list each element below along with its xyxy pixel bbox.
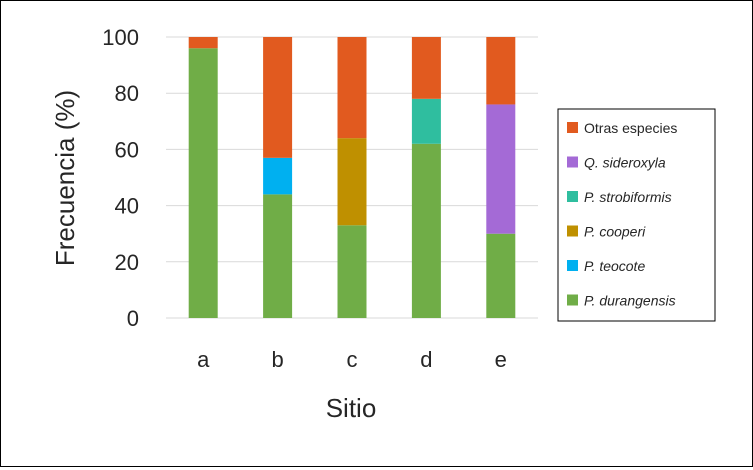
- y-tick-label: 0: [127, 306, 139, 331]
- legend-label: P. cooperi: [584, 224, 646, 240]
- bar-segment: [486, 104, 516, 234]
- y-tick-label: 100: [102, 25, 139, 50]
- x-tick-labels: a b c d e: [197, 347, 507, 372]
- legend-swatch: [567, 260, 578, 271]
- legend-swatch: [567, 156, 578, 168]
- bars: [188, 37, 516, 319]
- bar-segment: [411, 98, 441, 144]
- bar-segment: [188, 48, 218, 319]
- legend-swatch: [567, 294, 578, 306]
- x-tick-label: d: [420, 347, 432, 372]
- x-axis-title: Sitio: [326, 393, 377, 423]
- legend-swatch: [567, 191, 578, 202]
- bar-segment: [486, 37, 516, 105]
- bar-segment: [263, 157, 293, 195]
- legend-label: P. durangensis: [584, 293, 676, 309]
- y-tick-label: 20: [115, 250, 139, 275]
- legend-label: P. teocote: [584, 258, 645, 274]
- bar-segment: [337, 225, 367, 318]
- legend: Otras especies Q. sideroxyla P. strobiform…: [557, 108, 716, 322]
- legend-items: Otras especies Q. sideroxyla P. strobiform…: [567, 120, 677, 309]
- x-tick-label: a: [197, 347, 210, 372]
- bar-segment: [411, 143, 441, 318]
- bar-segment: [486, 233, 516, 318]
- y-tick-label: 60: [115, 137, 139, 162]
- x-tick-label: b: [271, 347, 283, 372]
- legend-label: Q. sideroxyla: [584, 155, 666, 171]
- bar-segment: [411, 37, 441, 99]
- legend-label: P. strobiformis: [584, 189, 672, 205]
- bar-segment: [337, 37, 367, 139]
- y-tick-label: 40: [115, 194, 139, 219]
- y-axis-title: Frecuencia (%): [50, 90, 80, 266]
- legend-box: [557, 108, 716, 322]
- bar-segment: [188, 37, 218, 49]
- legend-label: Otras especies: [584, 120, 677, 136]
- y-tick-label: 80: [115, 81, 139, 106]
- bar-segment: [337, 138, 367, 226]
- bar-segment: [263, 194, 293, 318]
- y-tick-labels: 0 20 40 60 80 100: [102, 25, 139, 331]
- legend-swatch: [567, 122, 578, 133]
- bar-segment: [263, 37, 293, 158]
- x-tick-label: c: [347, 347, 358, 372]
- x-tick-label: e: [495, 347, 507, 372]
- legend-swatch: [567, 225, 578, 237]
